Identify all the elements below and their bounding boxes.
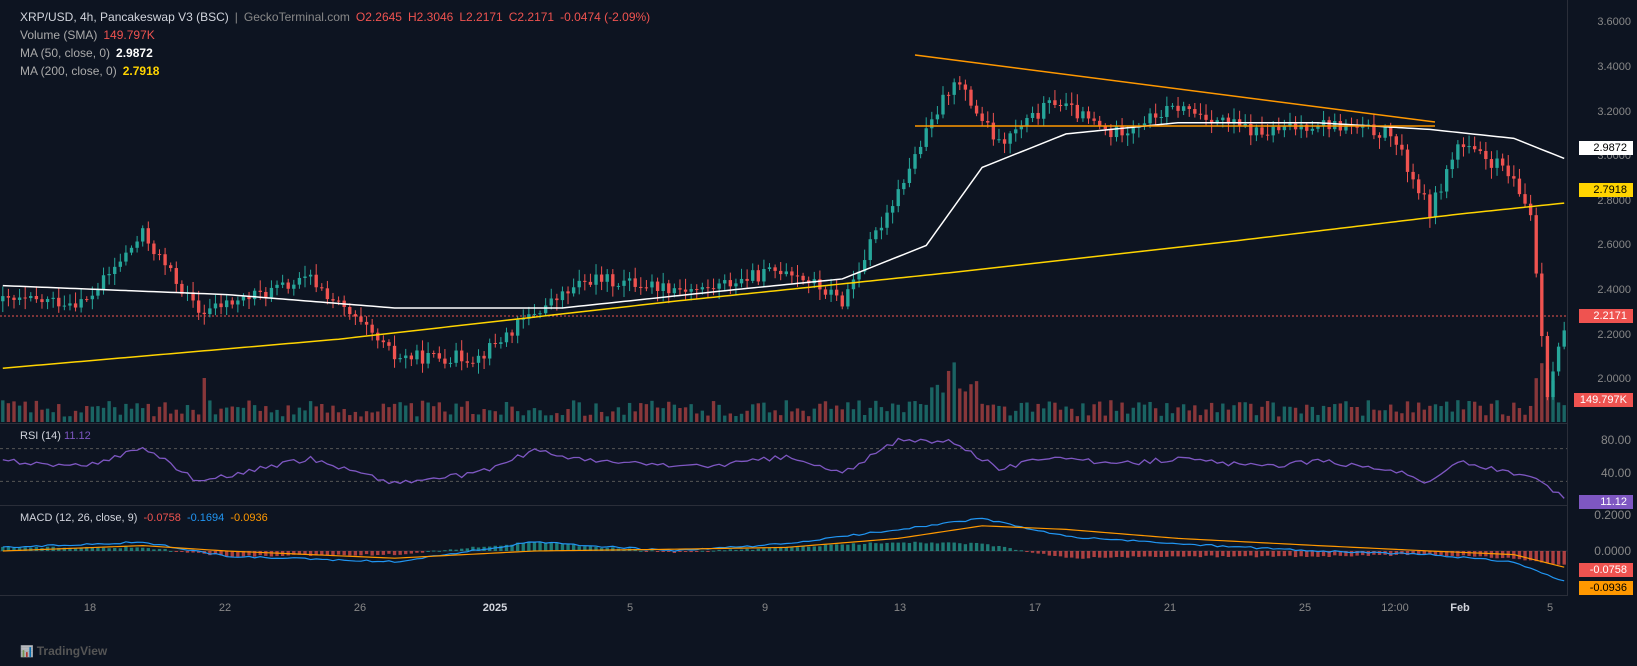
- ma50-label: MA (50, close, 0): [20, 44, 110, 62]
- ma200-label: MA (200, close, 0): [20, 62, 117, 80]
- price-axis[interactable]: 3.60003.40003.20003.00002.80002.60002.40…: [1567, 0, 1637, 424]
- time-axis[interactable]: 1822262025591317212512:00Feb5: [0, 596, 1567, 626]
- ohlc-h-label: H2.3046: [408, 8, 453, 26]
- rsi-pane[interactable]: [0, 424, 1567, 506]
- rsi-svg: [0, 424, 1567, 506]
- rsi-axis[interactable]: 80.0040.0011.12: [1567, 424, 1637, 506]
- ohlc-o-label: O2.2645: [356, 8, 402, 26]
- source-label: GeckoTerminal.com: [244, 8, 350, 26]
- chart-container: XRP/USD, 4h, Pancakeswap V3 (BSC) | Geck…: [0, 0, 1637, 666]
- macd-axis[interactable]: 0.20000.0000-0.0758-0.0936: [1567, 506, 1637, 596]
- rsi-indicator-label: RSI (14) 11.12: [20, 430, 91, 442]
- ohlc-l-label: L2.2171: [459, 8, 502, 26]
- chart-header: XRP/USD, 4h, Pancakeswap V3 (BSC) | Geck…: [20, 8, 650, 80]
- ohlc-c-label: C2.2171: [509, 8, 554, 26]
- volume-label: Volume (SMA): [20, 26, 97, 44]
- symbol-label[interactable]: XRP/USD, 4h, Pancakeswap V3 (BSC): [20, 8, 229, 26]
- ma50-value: 2.9872: [116, 44, 153, 62]
- volume-value: 149.797K: [103, 26, 154, 44]
- ohlc-change: -0.0474 (-2.09%): [560, 8, 650, 26]
- tradingview-watermark: TradingView: [20, 644, 107, 658]
- ma200-value: 2.7918: [123, 62, 160, 80]
- macd-indicator-label: MACD (12, 26, close, 9) -0.0758 -0.1694 …: [20, 512, 268, 524]
